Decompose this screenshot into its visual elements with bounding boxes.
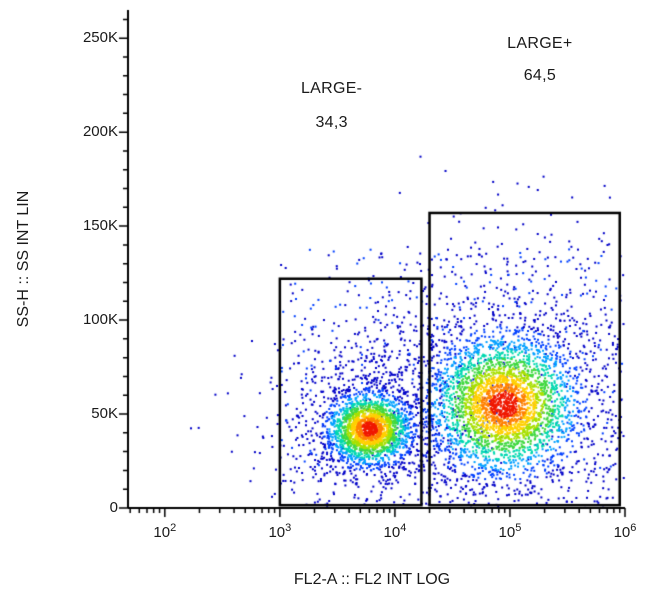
- x-tick-label-1e6: 106: [613, 522, 637, 541]
- y-tick-label-50K: 50K: [91, 405, 118, 423]
- y-tick-label-0: 0: [109, 499, 118, 516]
- x-tick-label-1e3: 103: [268, 522, 292, 541]
- gate-stat-LARGE-: 34,3: [315, 113, 348, 131]
- x-tick-label-1e4: 104: [383, 522, 407, 541]
- x-tick-label-1e2: 102: [153, 522, 177, 541]
- y-tick-label-100K: 100K: [82, 311, 118, 329]
- gate-label-LARGE-: LARGE-: [300, 79, 363, 97]
- x-axis-title: FL2-A :: FL2 INT LOG: [293, 571, 451, 588]
- y-tick-label-200K: 200K: [82, 123, 118, 141]
- x-tick-label-1e5: 105: [498, 522, 522, 541]
- gate-label-LARGE+: LARGE+: [507, 34, 573, 52]
- y-tick-label-250K: 250K: [82, 29, 118, 47]
- y-axis-title: SS-H :: SS INT LIN: [15, 190, 32, 328]
- gate-stat-LARGE+: 64,5: [523, 66, 557, 84]
- y-tick-label-150K: 150K: [82, 217, 118, 235]
